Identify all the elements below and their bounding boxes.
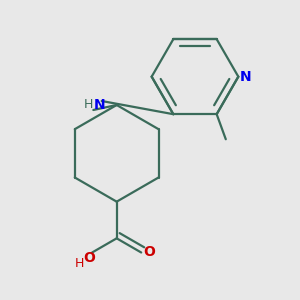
Text: N: N [94,98,105,112]
Text: O: O [83,251,95,266]
Text: O: O [144,244,155,259]
Text: N: N [240,70,251,84]
Text: H: H [84,98,93,112]
Text: H: H [75,257,84,270]
